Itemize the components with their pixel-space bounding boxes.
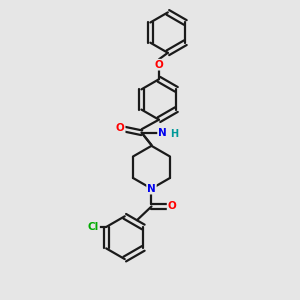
Text: Cl: Cl (88, 222, 99, 232)
Text: O: O (154, 60, 163, 70)
Text: N: N (147, 184, 156, 194)
Text: O: O (168, 202, 176, 212)
Text: N: N (158, 128, 167, 138)
Text: O: O (116, 123, 125, 133)
Text: H: H (170, 129, 178, 139)
